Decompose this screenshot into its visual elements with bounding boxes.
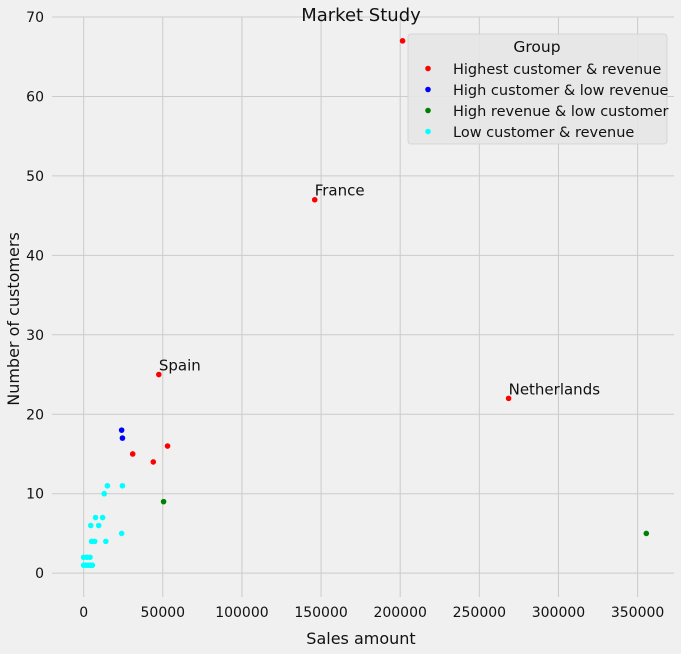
data-point <box>119 435 126 441</box>
annotation-label: Netherlands <box>509 380 601 398</box>
data-point <box>399 38 406 44</box>
legend-marker <box>425 65 431 72</box>
x-tick-label: 100000 <box>215 605 268 621</box>
y-tick-label: 30 <box>26 328 44 344</box>
y-tick-label: 60 <box>26 89 44 105</box>
data-point <box>164 443 171 449</box>
data-point <box>643 530 650 537</box>
x-tick-label: 250000 <box>453 605 506 621</box>
y-tick-label: 0 <box>35 566 44 582</box>
legend-items: Highest customer & revenue High customer … <box>425 62 669 141</box>
data-point <box>89 562 96 569</box>
data-point <box>150 459 157 465</box>
data-point <box>118 530 125 537</box>
legend-label: Highest customer & revenue <box>453 62 661 78</box>
legend-title: Group <box>513 38 560 56</box>
data-point <box>92 514 99 521</box>
data-point <box>91 538 98 545</box>
x-tick-label: 200000 <box>373 605 426 621</box>
legend-label: High revenue & low customer <box>453 104 669 120</box>
y-tick-label: 70 <box>26 10 44 26</box>
legend-marker <box>425 86 431 93</box>
data-point <box>505 395 512 402</box>
x-tick-label: 0 <box>79 605 88 621</box>
annotation-label: Spain <box>159 357 201 375</box>
legend-marker <box>425 128 431 135</box>
legend-marker <box>425 107 431 114</box>
data-point <box>87 522 94 529</box>
data-point <box>87 554 93 561</box>
data-point <box>311 196 318 203</box>
data-points <box>80 38 650 569</box>
y-axis-title: Number of customers <box>4 232 23 406</box>
x-axis-title: Sales amount <box>306 629 415 648</box>
data-point <box>129 451 136 457</box>
y-tick-label: 50 <box>26 169 44 185</box>
data-point <box>99 514 106 521</box>
x-tick-label: 150000 <box>294 605 347 621</box>
data-point <box>118 427 125 433</box>
chart-title: Market Study <box>301 5 421 26</box>
data-point <box>119 482 126 489</box>
y-tick-label: 10 <box>26 487 44 503</box>
data-point <box>156 371 162 378</box>
data-point <box>160 498 167 505</box>
legend: Group Highest customer & revenue High cus… <box>407 33 669 145</box>
y-tick-label: 40 <box>26 248 44 264</box>
x-tick-label: 300000 <box>532 605 585 621</box>
y-axis-ticks: 0 10 20 30 40 50 60 70 <box>26 10 44 582</box>
data-point <box>95 522 102 529</box>
x-tick-label: 350000 <box>611 605 664 621</box>
data-point <box>104 482 111 489</box>
annotations: France Spain Netherlands <box>159 182 600 399</box>
legend-label: Low customer & revenue <box>453 125 634 141</box>
annotation-label: France <box>315 182 365 200</box>
legend-box <box>407 33 668 145</box>
x-axis-ticks: 0 50000 100000 150000 200000 250000 300000 3500… <box>79 605 664 621</box>
legend-label: High customer & low revenue <box>453 83 669 99</box>
data-point <box>103 538 109 545</box>
y-tick-label: 20 <box>26 407 44 423</box>
x-tick-label: 50000 <box>141 605 186 621</box>
data-point <box>101 490 108 497</box>
